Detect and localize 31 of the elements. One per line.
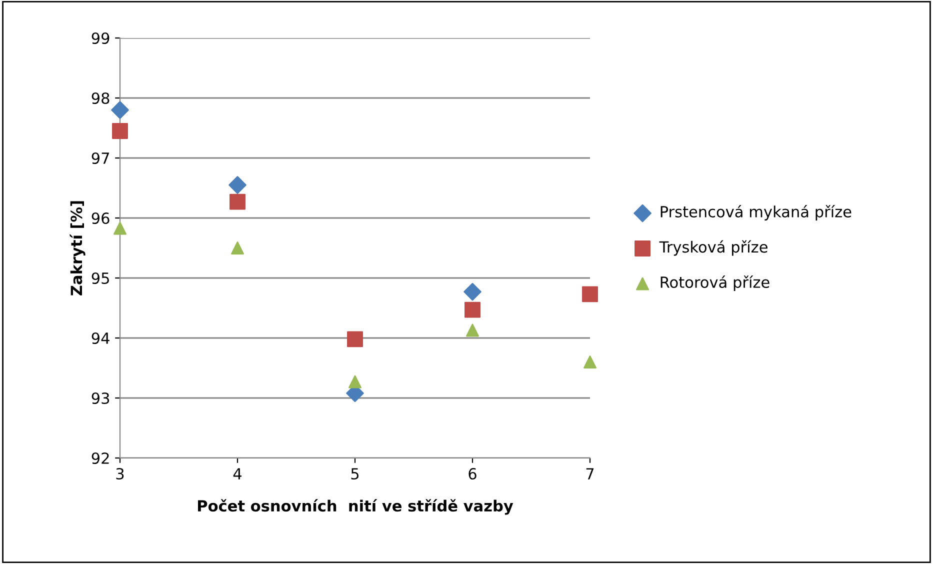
- point: [112, 123, 128, 139]
- y-tick-label: 98: [92, 92, 110, 104]
- point: [230, 241, 244, 255]
- point: [464, 302, 480, 318]
- point: [582, 286, 598, 302]
- legend-label: Rotorová příze: [660, 276, 770, 291]
- legend-label: Prstencová mykaná příze: [660, 205, 852, 220]
- y-tick-label: 99: [92, 32, 110, 44]
- x-tick-label: 3: [116, 468, 124, 480]
- point: [347, 331, 363, 348]
- point: [228, 176, 246, 194]
- y-tick-label: 92: [92, 452, 109, 464]
- x-tick-label: 7: [586, 468, 594, 480]
- point: [464, 282, 482, 301]
- y-tick-label: 94: [92, 332, 110, 344]
- y-tick-label: 96: [92, 212, 110, 224]
- y-tick-label: 93: [92, 392, 110, 404]
- x-tick-label: 5: [351, 468, 359, 480]
- x-tick-label: 4: [233, 468, 242, 480]
- y-tick-label: 97: [92, 152, 109, 164]
- x-tick-label: 6: [468, 468, 476, 480]
- point: [111, 101, 129, 119]
- y-tick-label: 95: [92, 272, 109, 284]
- y-axis-title: Zakrytí [%]: [70, 201, 86, 296]
- point: [348, 375, 362, 388]
- x-axis-title: Počet osnovních nití ve střídě vazby: [198, 499, 514, 515]
- point: [113, 222, 127, 235]
- point: [583, 355, 597, 369]
- legend-label: Trysková příze: [659, 240, 768, 256]
- point: [466, 324, 480, 337]
- point: [230, 194, 246, 210]
